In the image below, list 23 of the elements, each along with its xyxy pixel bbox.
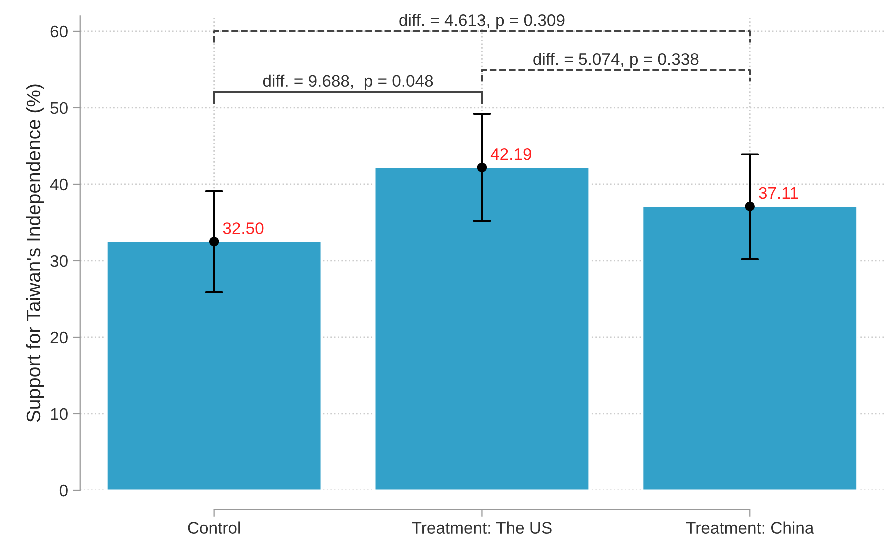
point (477, 162, 488, 173)
data-label: 32.50 (223, 222, 264, 234)
bar (374, 167, 590, 490)
y-tick-label: 40 (50, 178, 68, 191)
y-tick-label: 60 (50, 26, 68, 38)
y-tick-label: 50 (50, 102, 68, 114)
y-tick-label: 10 (51, 408, 68, 420)
annotation: diff. = 4.613, p = 0.309 (400, 14, 565, 30)
data-label: 42.19 (490, 148, 532, 160)
point (745, 202, 755, 212)
x-tick-label: Treatment: The US (412, 522, 552, 534)
point (209, 236, 220, 247)
y-tick-label: 20 (50, 332, 68, 344)
y-tick-label: 30 (50, 255, 68, 268)
annotation: diff. = 9.688, p = 0.048 (263, 74, 434, 90)
bar (106, 241, 322, 490)
y-axis-title: Support for Taiwan's Independence (%) (26, 84, 44, 422)
bar (642, 206, 858, 490)
x-tick-label: Control (188, 522, 240, 534)
x-tick-label: Treatment: China (686, 522, 814, 534)
data-label: 37.11 (759, 187, 798, 200)
y-tick-label: 0 (60, 484, 68, 497)
annotation: diff. = 5.074, p = 0.338 (534, 53, 699, 69)
